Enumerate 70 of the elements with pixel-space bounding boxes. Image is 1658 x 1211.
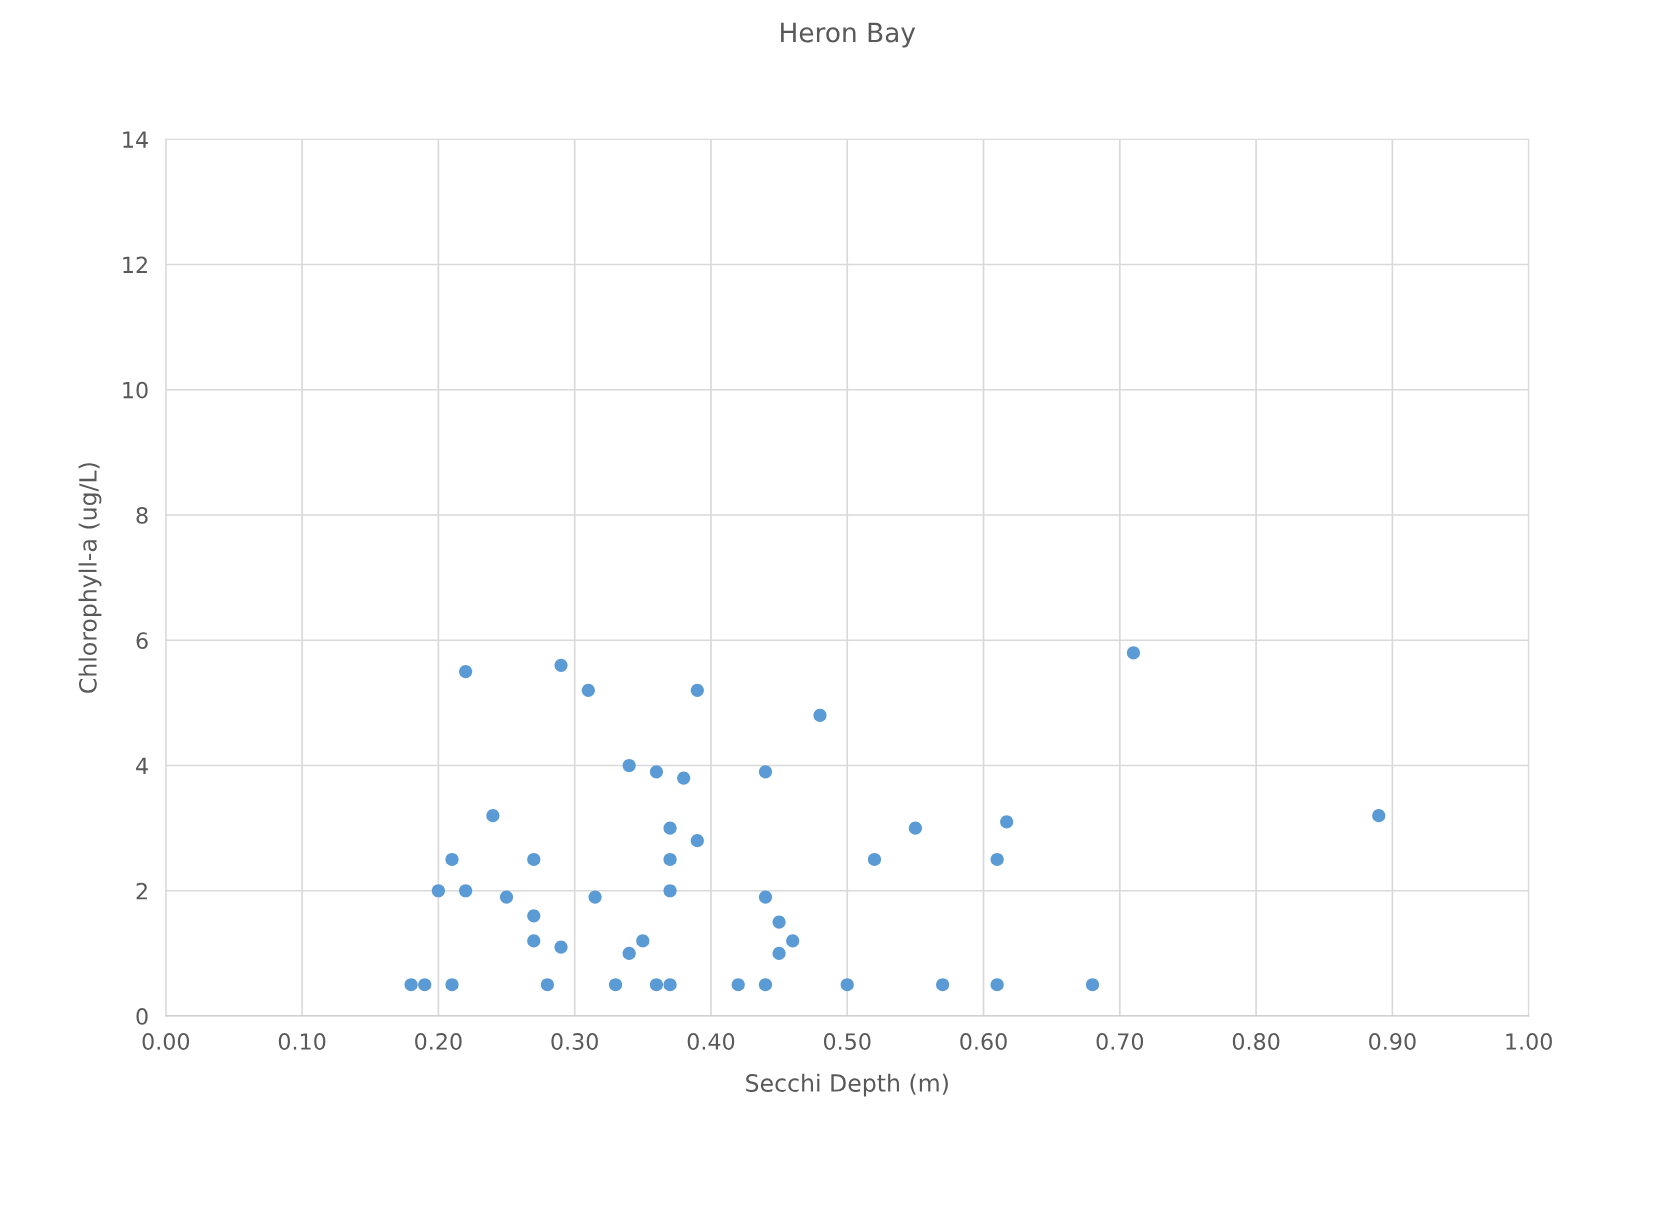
point: [840, 978, 854, 992]
point: [622, 946, 636, 960]
point: [1000, 815, 1014, 829]
y-tick-label: 10: [123, 381, 148, 399]
x-tick-label: 0.80: [1232, 1033, 1280, 1050]
point: [908, 821, 922, 835]
point: [588, 890, 602, 904]
point: [690, 683, 704, 697]
point: [758, 978, 773, 992]
point: [990, 852, 1004, 867]
point: [554, 940, 568, 954]
point: [663, 821, 677, 835]
x-tick-label: 0.60: [960, 1033, 1007, 1050]
x-tick-label: 0.70: [1096, 1033, 1144, 1050]
y-tick-label: 6: [136, 632, 148, 650]
point: [786, 934, 800, 948]
point: [527, 852, 541, 867]
point: [1372, 809, 1386, 823]
point: [445, 978, 459, 992]
point: [418, 978, 432, 992]
point: [499, 890, 514, 904]
y-axis-title: Chlorophyll-a (ug/L): [78, 463, 102, 693]
point: [663, 852, 677, 867]
point: [1126, 646, 1141, 660]
point: [459, 884, 473, 898]
point: [677, 771, 691, 785]
point: [649, 765, 664, 779]
point: [636, 934, 650, 948]
point: [486, 809, 500, 823]
y-tick-label: 2: [136, 882, 147, 900]
y-tick-label: 4: [136, 757, 148, 774]
point: [527, 934, 541, 948]
y-tick-label: 12: [123, 256, 147, 273]
point: [758, 765, 773, 779]
point: [1085, 978, 1100, 992]
point: [540, 978, 554, 992]
point: [772, 915, 786, 929]
point: [731, 978, 745, 992]
chart-title: Heron Bay: [781, 22, 916, 48]
point: [459, 665, 473, 679]
point: [445, 852, 459, 867]
point: [936, 978, 950, 992]
point: [431, 884, 445, 898]
point: [649, 978, 664, 992]
point: [554, 658, 568, 672]
x-tick-label: 0.40: [687, 1033, 735, 1050]
point: [527, 909, 541, 923]
point: [772, 946, 786, 960]
point: [663, 978, 677, 992]
point: [622, 758, 636, 773]
x-tick-label: 1.00: [1506, 1033, 1552, 1050]
point: [690, 834, 704, 848]
point: [867, 852, 882, 867]
point: [990, 978, 1004, 992]
x-tick-label: 0.30: [551, 1033, 598, 1050]
y-tick-label: 14: [123, 131, 148, 148]
x-tick-label: 0.10: [278, 1033, 326, 1050]
point: [758, 890, 773, 904]
point: [663, 884, 677, 898]
point: [581, 683, 595, 697]
x-tick-label: 0.00: [142, 1033, 190, 1050]
x-axis-title: Secchi Depth (m): [746, 1073, 948, 1097]
y-tick-label: 0: [136, 1007, 148, 1025]
point: [608, 978, 623, 992]
point: [404, 978, 418, 992]
x-tick-label: 0.90: [1369, 1033, 1416, 1050]
x-tick-label: 0.50: [823, 1033, 871, 1050]
x-tick-label: 0.20: [415, 1033, 462, 1050]
point: [813, 708, 827, 723]
y-tick-label: 8: [136, 506, 148, 524]
